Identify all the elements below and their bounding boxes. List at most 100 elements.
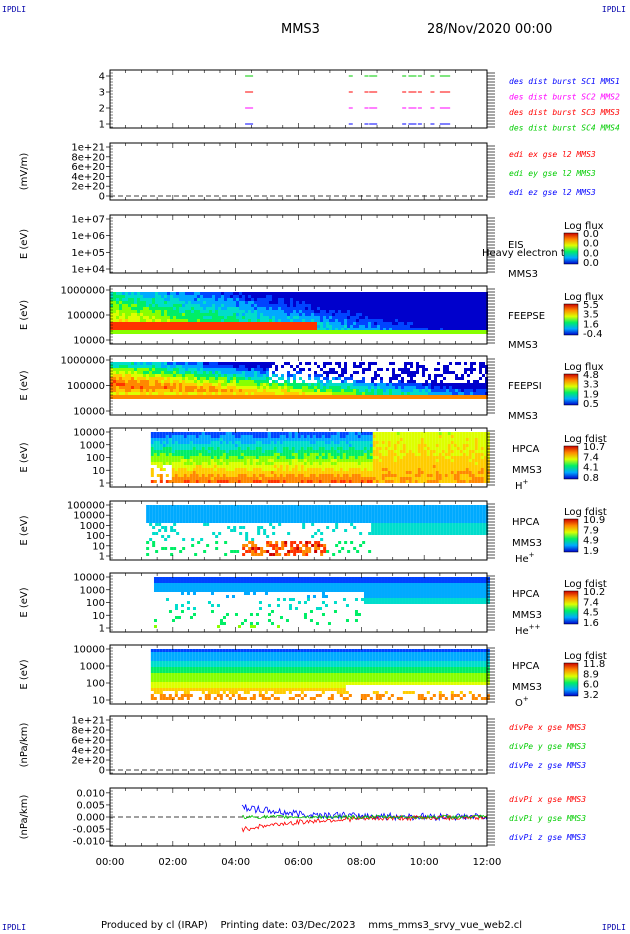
spectrogram-cell (210, 441, 214, 444)
spectrogram-cell (345, 450, 349, 453)
spectrogram-cell (288, 438, 292, 441)
spectrogram-cell (278, 383, 281, 386)
spectrogram-cell (404, 383, 407, 386)
spectrogram-cell (348, 453, 352, 456)
spectrogram-cell (155, 328, 158, 331)
instrument-label: EIS (508, 240, 524, 251)
spectrogram-cell (482, 365, 485, 368)
spectrogram-cell (269, 328, 272, 331)
spectrogram-cell (182, 392, 185, 395)
spectrogram-cell (183, 456, 187, 459)
spectrogram-cell (278, 386, 281, 389)
spectrogram-cell (266, 330, 269, 334)
panel-frame (109, 214, 488, 274)
spectrogram-cell (318, 450, 322, 453)
spectrogram-cell (410, 304, 413, 307)
spectrogram-cell (255, 432, 259, 435)
spectrogram-cell (224, 319, 227, 322)
spectrogram-cell (222, 468, 226, 471)
spectrogram-cell (227, 371, 230, 374)
spectrogram-cell (215, 316, 218, 319)
spectrogram-cell (329, 322, 332, 325)
spectrogram-cell (410, 295, 413, 298)
spectrogram-cell (149, 328, 152, 331)
spectrogram-cell (230, 301, 233, 304)
spectrogram-cell (302, 292, 305, 295)
spectrogram-cell (221, 371, 224, 374)
spectrogram-cell (374, 330, 377, 334)
spectrogram-cell (233, 304, 236, 307)
spectrogram-cell (164, 313, 167, 316)
spectrogram-cell (344, 301, 347, 304)
spectrogram-cell (209, 325, 212, 328)
spectrogram-cell (302, 389, 305, 392)
spectrogram-cell (246, 456, 250, 459)
spectrogram-cell (171, 468, 175, 471)
spectrogram-cell (303, 474, 307, 477)
spectrogram-cell (293, 319, 296, 322)
spectrogram-cell (233, 377, 236, 380)
spectrogram-cell (300, 447, 304, 450)
spectrogram-cell (278, 377, 281, 380)
spectrogram-cell (149, 386, 152, 389)
spectrogram-cell (416, 310, 419, 313)
spectrogram-cell (398, 380, 401, 383)
spectrogram-cell (173, 392, 176, 395)
spectrogram-cell (458, 307, 461, 310)
spectrogram-cell (410, 386, 413, 389)
spectrogram-cell (269, 389, 272, 392)
spectrogram-cell (231, 477, 235, 480)
spectrogram-cell (354, 456, 358, 459)
spectrogram-cell (305, 307, 308, 310)
spectrogram-cell (252, 480, 256, 483)
spectrogram-cell (329, 328, 332, 331)
spectrogram-cell (146, 310, 149, 313)
spectrogram-cell (446, 371, 449, 374)
spectrogram-cell (407, 395, 410, 399)
spectrogram-cell (377, 295, 380, 298)
spectrogram-cell (233, 386, 236, 389)
spectrogram-cell (237, 432, 241, 435)
spectrogram-cell (195, 474, 199, 477)
spectrogram-cell (449, 319, 452, 322)
spectrogram-cell (317, 295, 320, 298)
spectrogram-cell (260, 301, 263, 304)
spectrogram-cell (413, 386, 416, 389)
spectrogram-cell (351, 471, 355, 474)
spectrogram-cell (428, 310, 431, 313)
spectrogram-cell (218, 322, 221, 325)
spectrogram-cell (293, 292, 296, 295)
spectrogram-cell (176, 292, 179, 295)
spectrogram-cell (464, 328, 467, 331)
spectrogram-cell (152, 322, 155, 325)
spectrogram-cell (372, 456, 376, 459)
spectrogram-cell (407, 330, 410, 334)
spectrogram-cell (209, 386, 212, 389)
spectrogram-cell (128, 313, 131, 316)
spectrogram-cell (422, 395, 425, 399)
spectrogram-cell (251, 316, 254, 319)
spectrogram-cell (344, 368, 347, 371)
spectrogram-cell (210, 456, 214, 459)
spectrogram-cell (231, 471, 235, 474)
spectrogram-cell (180, 459, 184, 462)
spectrogram-cell (228, 459, 232, 462)
spectrogram-cell (155, 307, 158, 310)
spectrogram-cell (213, 462, 217, 465)
spectrogram-cell (156, 432, 160, 435)
spectrogram-cell (179, 310, 182, 313)
spectrogram-cell (380, 386, 383, 389)
spectrogram-cell (419, 365, 422, 368)
spectrogram-cell (204, 447, 208, 450)
spectrogram-cell (200, 395, 203, 399)
spectrogram-cell (192, 453, 196, 456)
spectrogram-cell (473, 368, 476, 371)
spectrogram-cell (161, 365, 164, 368)
spectrogram-cell (455, 328, 458, 331)
spectrogram-cell (125, 377, 128, 380)
spectrogram-cell (236, 316, 239, 319)
spectrogram-cell (365, 392, 368, 395)
spectrogram-cell (186, 447, 190, 450)
spectrogram-cell (125, 365, 128, 368)
spectrogram-cell (164, 322, 167, 325)
